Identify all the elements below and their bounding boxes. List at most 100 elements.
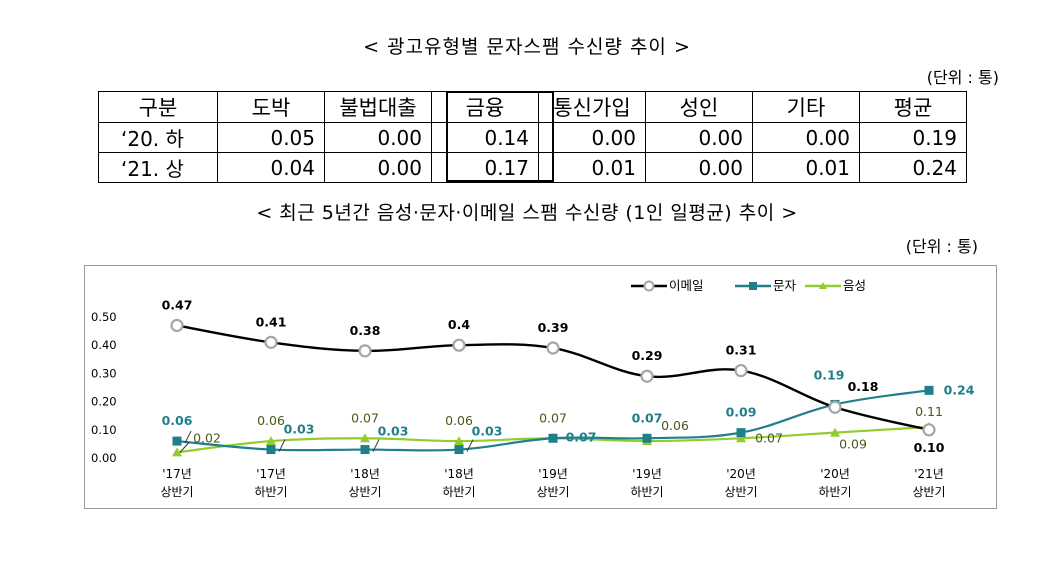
data-label: 0.19 bbox=[814, 367, 845, 382]
y-tick-label: 0.00 bbox=[91, 451, 117, 465]
x-tick-label: '21년 bbox=[914, 467, 944, 481]
x-tick-label: '19년 bbox=[538, 467, 568, 481]
table-unit-label: (단위 : 통) bbox=[926, 68, 999, 87]
chart-unit-label: (단위 : 통) bbox=[905, 237, 978, 256]
x-tick-label: 상반기 bbox=[160, 485, 193, 499]
table-cell: 0.00 bbox=[752, 122, 860, 153]
x-tick-label: 하반기 bbox=[630, 485, 663, 499]
data-label: 0.10 bbox=[914, 440, 945, 455]
email-point bbox=[546, 341, 560, 355]
email-point bbox=[640, 369, 654, 383]
table-row: ‘21. 상 0.04 0.00 0.17 0.01 0.00 0.01 0.2… bbox=[98, 152, 967, 183]
data-label: 0.38 bbox=[350, 323, 381, 338]
data-label: 0.03 bbox=[472, 424, 503, 439]
email-point bbox=[264, 335, 278, 349]
voice-point bbox=[830, 427, 840, 437]
table-cell: 0.00 bbox=[324, 122, 432, 153]
text-spam-point bbox=[454, 445, 464, 455]
data-label: 0.4 bbox=[448, 317, 470, 332]
header-cell: 통신가입 bbox=[538, 91, 646, 123]
data-label: 0.03 bbox=[378, 424, 409, 439]
label-leader-line bbox=[372, 439, 380, 452]
table-title: < 광고유형별 문자스팸 수신량 추이 > bbox=[363, 36, 691, 58]
label-leader-line bbox=[184, 430, 192, 444]
table-cell: 0.00 bbox=[645, 122, 753, 153]
y-tick-label: 0.20 bbox=[91, 395, 117, 409]
y-tick-label: 0.10 bbox=[91, 423, 117, 437]
table-cell: 0.19 bbox=[859, 122, 967, 153]
table-cell: 0.01 bbox=[538, 152, 646, 183]
x-tick-label: 하반기 bbox=[254, 485, 287, 499]
data-label: 0.47 bbox=[162, 297, 193, 312]
data-label: 0.02 bbox=[193, 430, 221, 445]
table-cell: 0.00 bbox=[324, 152, 432, 183]
data-label: 0.39 bbox=[538, 320, 569, 335]
x-tick-label: 상반기 bbox=[724, 485, 757, 499]
data-label: 0.07 bbox=[566, 429, 597, 444]
data-label: 0.09 bbox=[839, 437, 867, 452]
header-cell: 성인 bbox=[645, 91, 753, 123]
x-tick-label: '17년 bbox=[162, 467, 192, 481]
label-leader-line bbox=[278, 439, 286, 452]
data-label: 0.09 bbox=[726, 405, 757, 420]
x-tick-label: 하반기 bbox=[818, 485, 851, 499]
data-label: 0.11 bbox=[915, 404, 943, 419]
data-label: 0.06 bbox=[257, 413, 285, 428]
table-cell: 0.17 bbox=[431, 152, 539, 183]
legend-marker bbox=[749, 282, 757, 290]
header-cell: 금융 bbox=[431, 91, 539, 123]
email-point bbox=[170, 318, 184, 333]
text-spam-point bbox=[548, 433, 558, 443]
x-tick-label: 하반기 bbox=[442, 485, 475, 499]
table-cell: 0.04 bbox=[217, 152, 325, 183]
table-cell: 0.01 bbox=[752, 152, 860, 183]
legend-label: 음성 bbox=[843, 278, 866, 293]
email-point bbox=[452, 338, 466, 352]
voice-point bbox=[736, 433, 746, 443]
data-label: 0.29 bbox=[632, 348, 663, 363]
table-header-row: 구분 도박 불법대출 금융 통신가입 성인 기타 평균 bbox=[98, 91, 967, 123]
data-label: 0.07 bbox=[755, 430, 783, 445]
x-tick-label: '17년 bbox=[256, 467, 286, 481]
spam-by-ad-type-table: 구분 도박 불법대출 금융 통신가입 성인 기타 평균 ‘20. 하 0.05 … bbox=[98, 91, 967, 183]
text-spam-point bbox=[642, 433, 652, 443]
header-cell: 평균 bbox=[859, 91, 967, 123]
voice-point bbox=[172, 447, 182, 457]
chart-frame: 0.00 0.10 0.20 0.30 0.40 0.50 '17년 상반기 '17년 하반기 '1… bbox=[84, 265, 997, 509]
email-point bbox=[922, 423, 936, 437]
header-cell: 도박 bbox=[217, 91, 325, 123]
y-tick-label: 0.50 bbox=[91, 310, 117, 324]
x-tick-label: '20년 bbox=[820, 467, 850, 481]
data-label: 0.06 bbox=[661, 418, 689, 433]
x-tick-label: 상반기 bbox=[536, 485, 569, 499]
legend-label: 문자 bbox=[773, 278, 797, 293]
table-cell: 0.00 bbox=[645, 152, 753, 183]
legend-label: 이메일 bbox=[669, 278, 704, 293]
x-tick-label: '19년 bbox=[632, 467, 662, 481]
data-label: 0.06 bbox=[445, 413, 473, 428]
legend-marker bbox=[643, 280, 655, 292]
legend-marker bbox=[819, 282, 827, 289]
header-cell: 구분 bbox=[98, 91, 218, 123]
email-point bbox=[734, 363, 748, 378]
table-row: ‘20. 하 0.05 0.00 0.14 0.00 0.00 0.00 0.1… bbox=[98, 122, 967, 153]
data-label: 0.07 bbox=[539, 410, 567, 425]
data-label: 0.31 bbox=[726, 343, 757, 358]
data-label: 0.07 bbox=[632, 410, 663, 425]
y-tick-label: 0.40 bbox=[91, 338, 117, 352]
data-label: 0.18 bbox=[848, 379, 879, 394]
header-cell: 불법대출 bbox=[324, 91, 432, 123]
text-spam-point bbox=[266, 445, 276, 455]
table-cell: 0.14 bbox=[431, 122, 539, 153]
email-point bbox=[358, 344, 372, 358]
table-cell: 0.24 bbox=[859, 152, 967, 183]
x-tick-label: 상반기 bbox=[912, 485, 945, 499]
data-label: 0.24 bbox=[944, 382, 975, 397]
data-label: 0.06 bbox=[162, 413, 193, 428]
table-cell: 0.05 bbox=[217, 122, 325, 153]
row-label: ‘20. 하 bbox=[98, 122, 218, 153]
label-leader-line bbox=[466, 439, 474, 452]
row-label: ‘21. 상 bbox=[98, 152, 218, 183]
data-label: 0.03 bbox=[284, 422, 315, 437]
